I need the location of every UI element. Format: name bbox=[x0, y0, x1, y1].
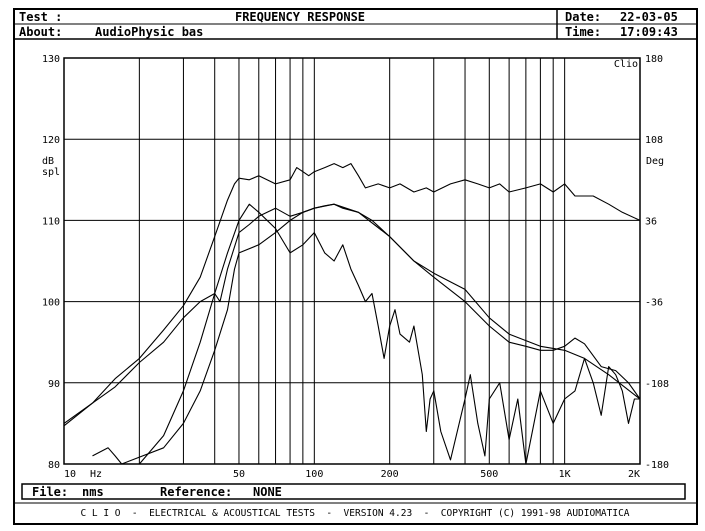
footer-banner: C L I O - ELECTRICAL & ACOUSTICAL TESTS … bbox=[14, 502, 697, 519]
y2-tick-labels: -180 -108 -36 36 108 180 bbox=[645, 54, 669, 471]
file-value: nms bbox=[82, 485, 104, 499]
file-label: File: bbox=[32, 485, 68, 499]
about-value: AudioPhysic bas bbox=[95, 25, 203, 39]
y-tick-labels: 80 90 100 110 120 130 bbox=[42, 54, 60, 471]
series-line-1 bbox=[63, 163, 641, 427]
y-tick-label: 100 bbox=[42, 298, 60, 309]
test-label: Test : bbox=[19, 10, 62, 24]
horizontal-grid bbox=[64, 138, 640, 384]
series-group bbox=[63, 163, 641, 465]
x-tick-label: 500 bbox=[480, 469, 498, 480]
x-tick-label: 1K bbox=[559, 469, 571, 480]
x-tick-label: 10 bbox=[64, 469, 76, 480]
x-unit-label: Hz bbox=[90, 469, 102, 480]
x-tick-label: 2K bbox=[628, 469, 640, 480]
file-reference-panel: File: nms Reference: NONE bbox=[21, 483, 686, 500]
y2-tick-label: 180 bbox=[645, 54, 663, 65]
plot-frame bbox=[63, 57, 641, 465]
y-tick-label: 110 bbox=[42, 216, 60, 227]
left-axis-label-spl: spl bbox=[42, 167, 60, 178]
y-tick-label: 120 bbox=[42, 135, 60, 146]
series-line-4 bbox=[138, 203, 640, 465]
y-tick-label: 80 bbox=[48, 460, 60, 471]
y2-tick-label: 36 bbox=[645, 216, 657, 227]
right-axis-label: Deg bbox=[646, 156, 664, 167]
series-line-3 bbox=[92, 203, 641, 465]
y2-tick-label: -108 bbox=[645, 379, 669, 390]
left-axis-label-db: dB bbox=[42, 156, 54, 167]
reference-value: NONE bbox=[253, 485, 282, 499]
date-label: Date: bbox=[565, 10, 601, 24]
vertical-grid bbox=[138, 58, 566, 464]
y-tick-label: 130 bbox=[42, 54, 60, 65]
date-value: 22-03-05 bbox=[620, 10, 678, 24]
time-value: 17:09:43 bbox=[620, 25, 678, 39]
time-label: Time: bbox=[565, 25, 601, 39]
y-tick-label: 90 bbox=[48, 379, 60, 390]
outer-frame bbox=[13, 8, 698, 525]
page-title: FREQUENCY RESPONSE bbox=[235, 10, 365, 24]
corner-label: Clio bbox=[614, 59, 638, 70]
y2-tick-label: 108 bbox=[645, 135, 663, 146]
reference-label: Reference: bbox=[160, 485, 232, 499]
header-panel: Test : FREQUENCY RESPONSE About: AudioPh… bbox=[13, 8, 698, 40]
y2-tick-label: -180 bbox=[645, 460, 669, 471]
x-tick-labels: 10 50 100 200 500 1K 2K bbox=[64, 469, 640, 480]
x-tick-label: 100 bbox=[305, 469, 323, 480]
x-tick-label: 200 bbox=[381, 469, 399, 480]
series-line-2 bbox=[63, 203, 641, 424]
y2-tick-label: -36 bbox=[645, 298, 663, 309]
copyright-banner: C L I O - ELECTRICAL & ACOUSTICAL TESTS … bbox=[80, 508, 629, 519]
x-tick-label: 50 bbox=[233, 469, 245, 480]
about-label: About: bbox=[19, 25, 62, 39]
